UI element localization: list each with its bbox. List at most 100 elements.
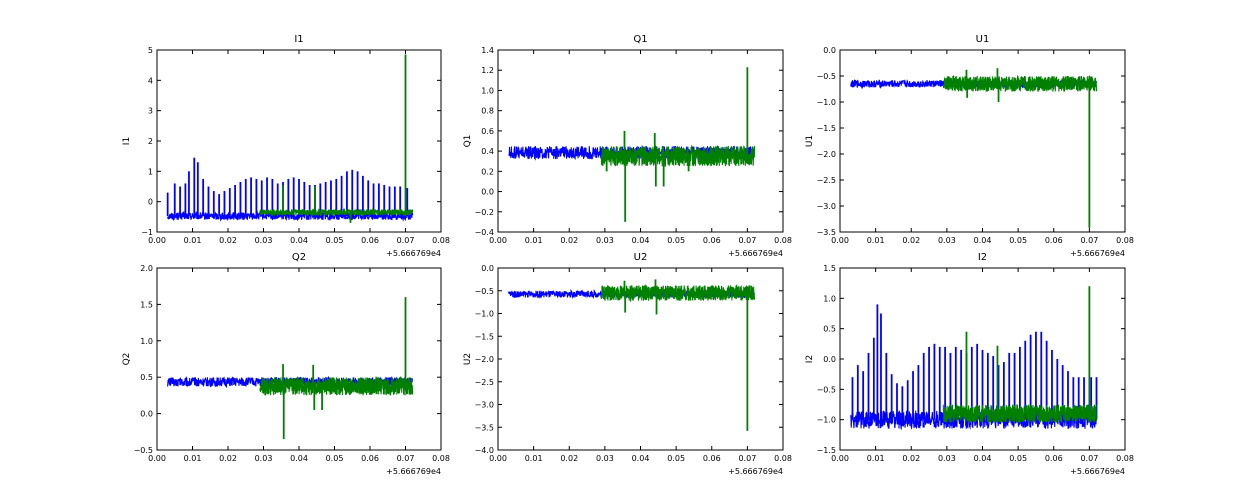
chart-title: Q2 [292, 252, 306, 263]
x-tick-label: 0.05 [667, 236, 685, 245]
x-offset-label: +5.666769e4 [386, 249, 441, 258]
chart-panel-i1: I1 I1 0.00 0.01 0.02 0.03 0.04 0.05 0.06 0.07 0.08… [122, 34, 450, 258]
y-tick-label: 2 [148, 137, 153, 146]
y-tick-label: 0.2 [481, 167, 494, 176]
y-tick-label: −0.4 [475, 228, 494, 237]
y-tick-label: 0.0 [823, 355, 836, 364]
y-tick-label: 0.0 [823, 46, 836, 55]
y-tick-label: −3.5 [475, 423, 494, 432]
y-tick-label: 2.0 [140, 264, 153, 273]
x-tick-label: 0.02 [560, 454, 578, 463]
x-tick-label: 0.05 [1009, 454, 1027, 463]
y-tick-label: −1.0 [817, 98, 836, 107]
y-tick-label: −1.5 [475, 332, 494, 341]
y-tick-label: −3.0 [475, 401, 494, 410]
x-tick-label: 0.08 [774, 454, 792, 463]
x-offset-label: +5.666769e4 [1070, 249, 1125, 258]
plot-area [850, 68, 1098, 228]
y-tick-label: 1.4 [481, 46, 494, 55]
y-tick-label: 1.0 [140, 337, 153, 346]
y-tick-label: 1.5 [823, 264, 836, 273]
y-tick-label: 1.5 [140, 300, 153, 309]
x-tick-label: 0.03 [938, 236, 956, 245]
series-0-noise-line [167, 210, 414, 222]
x-tick-label: 0.01 [867, 236, 885, 245]
x-tick-label: 0.04 [974, 236, 992, 245]
y-tick-label: −0.5 [817, 72, 836, 81]
y-tick-label: −0.5 [475, 287, 494, 296]
x-tick-label: 0.06 [1045, 236, 1063, 245]
x-tick-label: 0.07 [397, 454, 415, 463]
series-1-noise-line [259, 376, 414, 396]
y-axis-label: U1 [805, 135, 815, 147]
x-tick-label: 0.02 [902, 454, 920, 463]
y-tick-label: 1.0 [823, 294, 836, 303]
x-tick-label: 0.08 [432, 236, 450, 245]
x-tick-label: 0.06 [1045, 454, 1063, 463]
y-tick-label: 1.2 [481, 66, 494, 75]
y-tick-label: 1.0 [481, 86, 494, 95]
x-tick-label: 0.07 [1080, 236, 1098, 245]
x-tick-label: 0.00 [148, 236, 166, 245]
x-tick-label: 0.02 [219, 454, 237, 463]
x-tick-label: 0.03 [596, 454, 614, 463]
y-tick-label: −2.0 [475, 355, 494, 364]
x-tick-label: 0.01 [867, 454, 885, 463]
x-tick-label: 0.06 [361, 454, 379, 463]
x-tick-label: 0.06 [703, 454, 721, 463]
y-tick-label: 3 [148, 107, 153, 116]
x-tick-label: 0.04 [290, 454, 308, 463]
y-tick-label: 0.4 [481, 147, 494, 156]
y-axis-label: Q2 [122, 353, 132, 366]
series-1-noise-line [600, 144, 756, 167]
x-tick-label: 0.07 [738, 236, 756, 245]
x-tick-label: 0.05 [326, 236, 344, 245]
y-tick-label: −4.0 [475, 446, 494, 455]
series-1-noise-line [942, 74, 1098, 93]
y-tick-label: −0.5 [817, 385, 836, 394]
y-tick-label: −1.0 [475, 310, 494, 319]
x-tick-label: 0.06 [703, 236, 721, 245]
x-tick-label: 0.05 [326, 454, 344, 463]
x-tick-label: 0.02 [219, 236, 237, 245]
y-tick-label: −2.5 [475, 378, 494, 387]
x-tick-label: 0.04 [632, 236, 650, 245]
plot-area [850, 286, 1098, 431]
x-tick-label: 0.08 [774, 236, 792, 245]
x-tick-label: 0.02 [902, 236, 920, 245]
y-tick-label: −2.5 [817, 176, 836, 185]
x-tick-label: 0.03 [596, 236, 614, 245]
plot-area [167, 297, 414, 440]
x-offset-label: +5.666769e4 [728, 249, 783, 258]
x-tick-label: 0.02 [560, 236, 578, 245]
y-tick-label: 4 [148, 76, 153, 85]
y-tick-label: −0.2 [475, 208, 494, 217]
x-tick-label: 0.08 [1116, 454, 1134, 463]
y-tick-label: 0.0 [481, 264, 494, 273]
x-tick-label: 0.04 [290, 236, 308, 245]
y-tick-label: 0.5 [823, 325, 836, 334]
x-tick-label: 0.00 [148, 454, 166, 463]
chart-title: I1 [294, 34, 303, 45]
x-offset-label: +5.666769e4 [386, 467, 441, 476]
chart-panel-q1: Q1 Q1 0.00 0.01 0.02 0.03 0.04 0.05 0.06 0.07 0.08… [463, 34, 792, 258]
x-tick-label: 0.03 [255, 454, 273, 463]
y-tick-label: −1 [141, 228, 153, 237]
chart-title: U2 [634, 252, 648, 263]
series-1-noise-line [259, 207, 414, 218]
chart-panel-u2: U2 U2 0.00 0.01 0.02 0.03 0.04 0.05 0.06 0.07 0.08… [463, 252, 792, 476]
series-1-noise-line [600, 283, 756, 303]
x-tick-label: 0.05 [1009, 236, 1027, 245]
plot-area [508, 67, 756, 222]
x-tick-label: 0.07 [738, 454, 756, 463]
x-tick-label: 0.07 [1080, 454, 1098, 463]
x-tick-label: 0.06 [361, 236, 379, 245]
y-tick-label: 1 [148, 167, 153, 176]
y-tick-label: −3.5 [817, 228, 836, 237]
y-tick-label: 0.8 [481, 107, 494, 116]
x-tick-label: 0.04 [974, 454, 992, 463]
x-tick-label: 0.00 [831, 236, 849, 245]
chart-panel-u1: U1 U1 0.00 0.01 0.02 0.03 0.04 0.05 0.06 0.07 0.08… [805, 34, 1134, 258]
y-tick-label: −1.0 [817, 416, 836, 425]
